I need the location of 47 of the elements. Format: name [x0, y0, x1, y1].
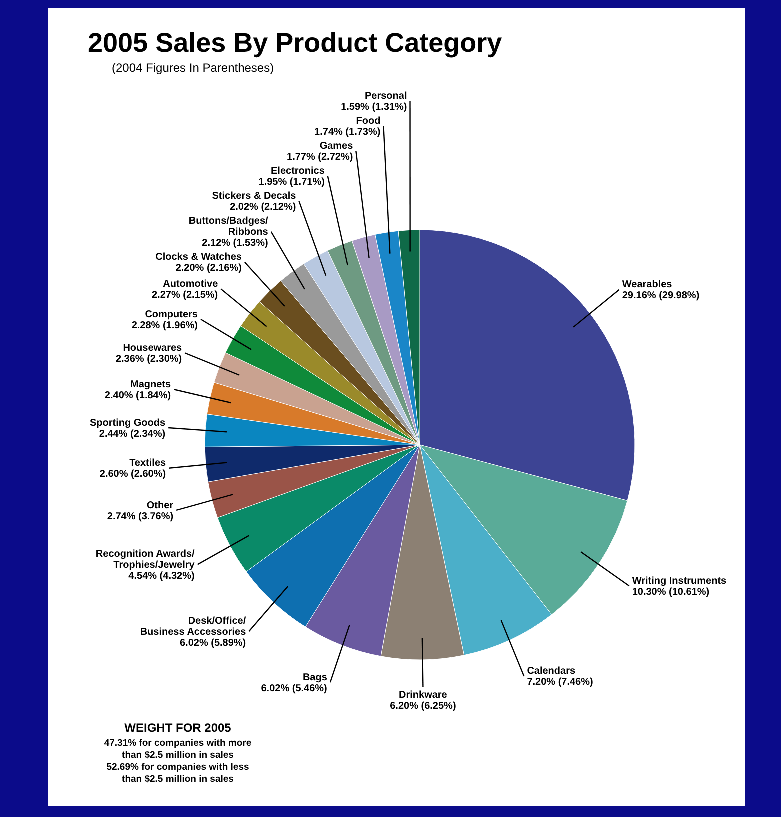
slice-label: Drinkware — [399, 690, 448, 701]
data-label: 2.44% (2.34%) — [99, 428, 166, 440]
slice-label: Games — [320, 141, 354, 152]
data-label: 29.16% (29.98%) — [622, 290, 700, 302]
data-label: 1.59% (1.31%) — [341, 102, 408, 114]
data-label: 6.20% (6.25%) — [390, 700, 456, 712]
data-label: 2.74% (3.76%) — [107, 511, 174, 522]
slice-label: Food — [356, 116, 381, 128]
data-label: 2.20% (2.16%) — [176, 263, 242, 274]
chart-title: 2005 Sales By Product Category — [88, 28, 502, 58]
data-label: 6.02% (5.46%) — [261, 683, 328, 694]
text: WEIGHT FOR 2005 — [124, 721, 232, 735]
data-label: 2.02% (2.12%) — [230, 202, 296, 214]
slice-label: Clocks & Watches — [156, 252, 242, 264]
text: 52.69% for companies with less than $2.5 million in sales — [106, 762, 250, 785]
data-label: 2.27% (2.15%) — [152, 290, 218, 301]
data-label: 2.12% (1.53%) — [202, 238, 268, 250]
data-label: 1.95% (1.71%) — [258, 177, 325, 188]
slice-label: Calendars — [527, 666, 576, 678]
slice-label: Recognition Awards/Trophies/Jewelry — [96, 548, 196, 571]
data-label: 2.40% (1.84%) — [104, 390, 172, 402]
slice-label: Desk/Office/Business Accessories — [140, 616, 247, 638]
slice-label: Writing Instruments — [632, 576, 728, 587]
slice-label: Bags — [302, 672, 328, 684]
slice-label: Automotive — [163, 278, 219, 290]
chart-subtitle: (2004 Figures In Parentheses) — [112, 61, 274, 75]
text: 47.31% for companies with more than $2.5 million in sales — [104, 738, 252, 761]
slice-label: Stickers & Decals — [212, 191, 297, 202]
slice-label: Textiles — [130, 458, 167, 470]
slice-label: Other — [146, 500, 174, 512]
slice-label: Buttons/Badges/Ribbons — [188, 216, 269, 238]
slice-label: Computers — [145, 309, 198, 320]
data-label: 6.02% (5.89%) — [180, 638, 246, 649]
slice-label: Wearables — [622, 280, 673, 291]
data-label: 2.28% (1.96%) — [132, 320, 198, 332]
data-label: 1.77% (2.72%) — [287, 152, 354, 164]
data-label: 2.60% (2.60%) — [100, 469, 166, 480]
data-label: 2.36% (2.30%) — [116, 354, 182, 365]
slice-label: Magnets — [130, 379, 172, 390]
slice-label: Housewares — [123, 342, 183, 354]
slice-label: Personal — [365, 91, 408, 102]
data-label: 4.54% (4.32%) — [128, 570, 195, 582]
slice-label: Electronics — [271, 166, 326, 178]
slice-label: Sporting Goods — [90, 418, 166, 429]
data-label: 7.20% (7.46%) — [527, 677, 594, 688]
data-label: 10.30% (10.61%) — [632, 586, 710, 598]
data-label: 1.74% (1.73%) — [314, 127, 381, 138]
